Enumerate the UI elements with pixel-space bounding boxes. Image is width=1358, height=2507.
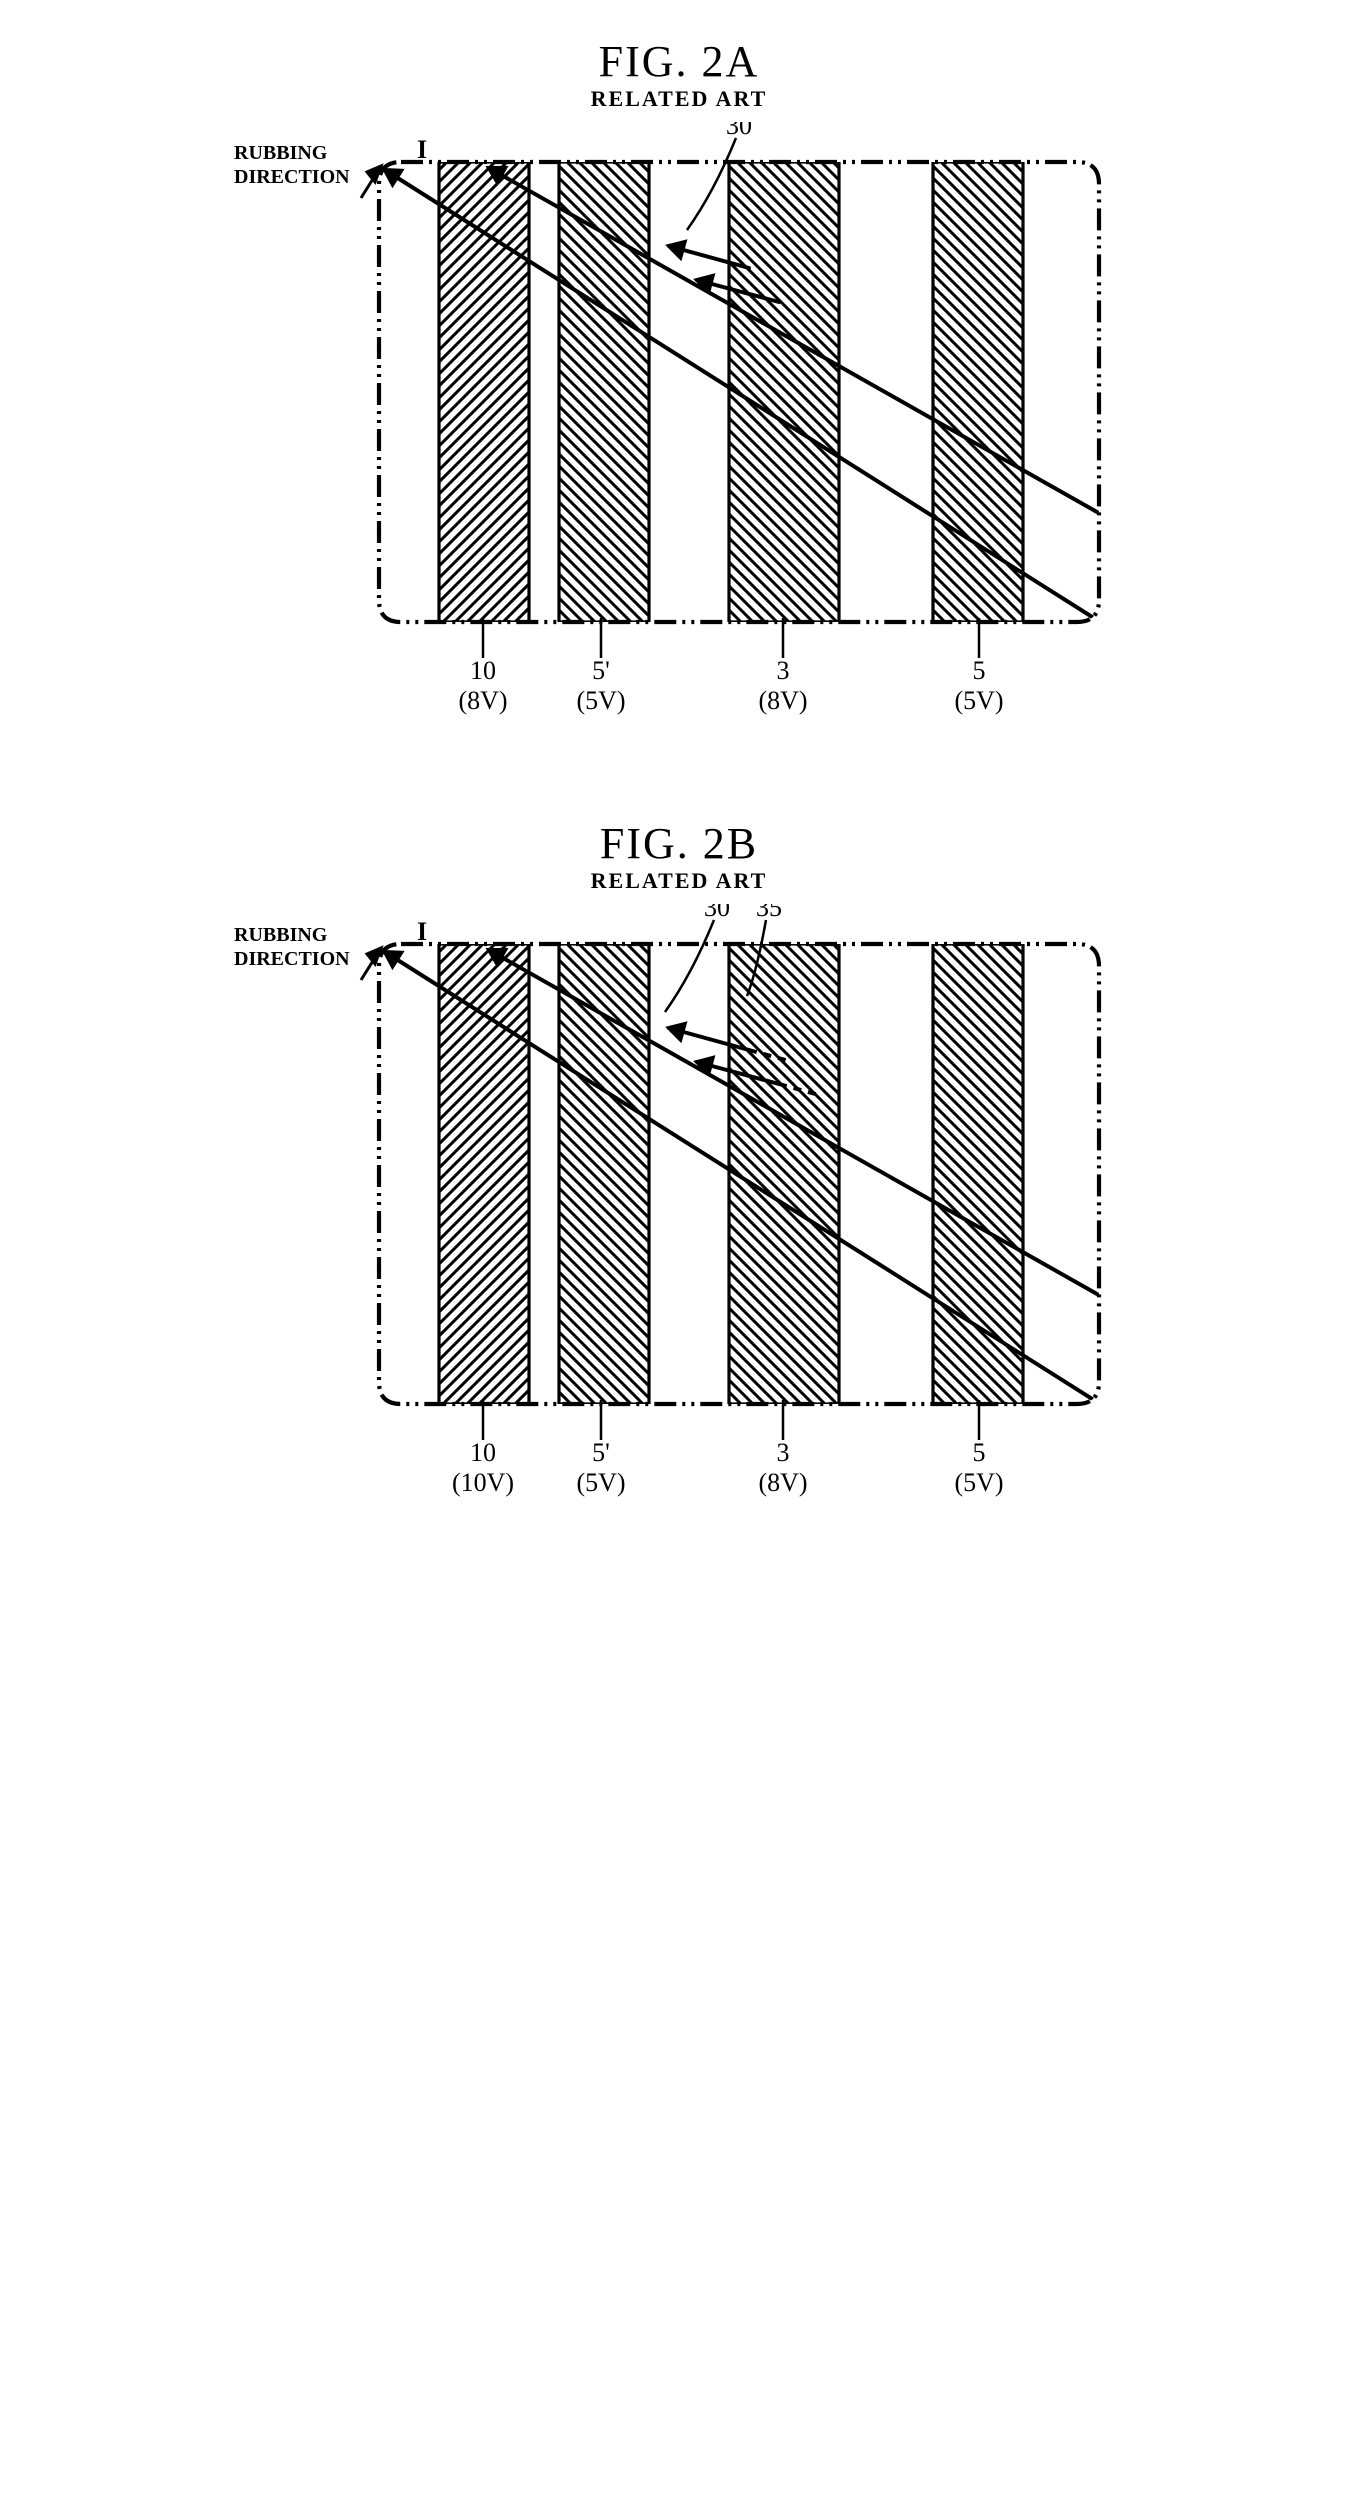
- figure-title: FIG. 2B: [239, 822, 1119, 866]
- electrode-label: 3(8V): [743, 656, 823, 716]
- figure-block: FIG. 2BRELATED ART: [239, 822, 1119, 1544]
- section-mark: I: [417, 917, 427, 946]
- figure-subtitle: RELATED ART: [239, 86, 1119, 112]
- figure-block: FIG. 2ARELATED ART: [239, 40, 1119, 762]
- svg-text:30: 30: [704, 904, 730, 922]
- rubbing-label-upper: RUBBING: [234, 924, 327, 946]
- rubbing-label-lower: DIRECTION: [234, 948, 350, 970]
- electrode-label: 10(10V): [443, 1438, 523, 1498]
- rubbing-label-upper: RUBBING: [234, 142, 327, 164]
- electrode-voltage: (8V): [743, 1468, 823, 1498]
- svg-text:30: 30: [726, 122, 752, 140]
- electrode-number: 10: [443, 656, 523, 686]
- electrode-label: 3(8V): [743, 1438, 823, 1498]
- electrode-number: 10: [443, 1438, 523, 1468]
- diagram-canvas: I30 RUBBINGDIRECTION10(8V)5'(5V)3(8V)5(5…: [239, 122, 1119, 762]
- electrode-number: 5: [939, 656, 1019, 686]
- electrode-label: 5'(5V): [561, 656, 641, 716]
- electrode-number: 5: [939, 1438, 1019, 1468]
- electrode-number: 5': [561, 656, 641, 686]
- electrode-voltage: (5V): [939, 686, 1019, 716]
- figure-title: FIG. 2A: [239, 40, 1119, 84]
- electrode-voltage: (8V): [743, 686, 823, 716]
- svg-text:35: 35: [756, 904, 782, 922]
- figure-subtitle: RELATED ART: [239, 868, 1119, 894]
- electrode-voltage: (8V): [443, 686, 523, 716]
- electrode-label: 5(5V): [939, 1438, 1019, 1498]
- electrode-voltage: (5V): [939, 1468, 1019, 1498]
- electrode-label: 5'(5V): [561, 1438, 641, 1498]
- diagram-canvas: I3035 RUBBINGDIRECTION10(10V)5'(5V)3(8V)…: [239, 904, 1119, 1544]
- electrode-number: 3: [743, 656, 823, 686]
- rubbing-label-lower: DIRECTION: [234, 166, 350, 188]
- electrode-label: 10(8V): [443, 656, 523, 716]
- electrode-number: 5': [561, 1438, 641, 1468]
- electrode-voltage: (5V): [561, 1468, 641, 1498]
- electrode-voltage: (5V): [561, 686, 641, 716]
- electrode-voltage: (10V): [443, 1468, 523, 1498]
- electrode-label: 5(5V): [939, 656, 1019, 716]
- electrode-number: 3: [743, 1438, 823, 1468]
- section-mark: I: [417, 135, 427, 164]
